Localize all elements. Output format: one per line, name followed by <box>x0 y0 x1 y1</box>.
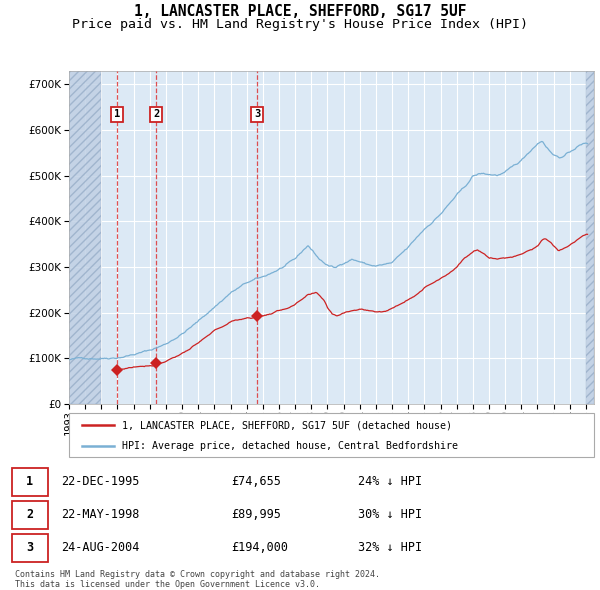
Text: 1: 1 <box>26 475 34 489</box>
Text: 1, LANCASTER PLACE, SHEFFORD, SG17 5UF (detached house): 1, LANCASTER PLACE, SHEFFORD, SG17 5UF (… <box>121 421 452 430</box>
Text: HPI: Average price, detached house, Central Bedfordshire: HPI: Average price, detached house, Cent… <box>121 441 458 451</box>
Text: 32% ↓ HPI: 32% ↓ HPI <box>358 541 422 555</box>
FancyBboxPatch shape <box>12 468 48 496</box>
Bar <box>586 71 594 404</box>
FancyBboxPatch shape <box>12 502 48 529</box>
Text: Price paid vs. HM Land Registry's House Price Index (HPI): Price paid vs. HM Land Registry's House … <box>72 18 528 31</box>
Text: £89,995: £89,995 <box>231 508 281 522</box>
Text: 1: 1 <box>114 109 120 119</box>
Text: 3: 3 <box>254 109 260 119</box>
Text: 2: 2 <box>26 508 34 522</box>
Bar <box>69 71 101 404</box>
Text: 22-DEC-1995: 22-DEC-1995 <box>61 475 139 489</box>
Text: Contains HM Land Registry data © Crown copyright and database right 2024.
This d: Contains HM Land Registry data © Crown c… <box>15 570 380 589</box>
Text: 22-MAY-1998: 22-MAY-1998 <box>61 508 139 522</box>
Text: £74,655: £74,655 <box>231 475 281 489</box>
Text: 24-AUG-2004: 24-AUG-2004 <box>61 541 139 555</box>
Text: 3: 3 <box>26 541 34 555</box>
Text: £194,000: £194,000 <box>231 541 288 555</box>
Text: 1, LANCASTER PLACE, SHEFFORD, SG17 5UF: 1, LANCASTER PLACE, SHEFFORD, SG17 5UF <box>134 4 466 19</box>
Text: 30% ↓ HPI: 30% ↓ HPI <box>358 508 422 522</box>
Text: 24% ↓ HPI: 24% ↓ HPI <box>358 475 422 489</box>
FancyBboxPatch shape <box>12 535 48 562</box>
Text: 2: 2 <box>153 109 159 119</box>
